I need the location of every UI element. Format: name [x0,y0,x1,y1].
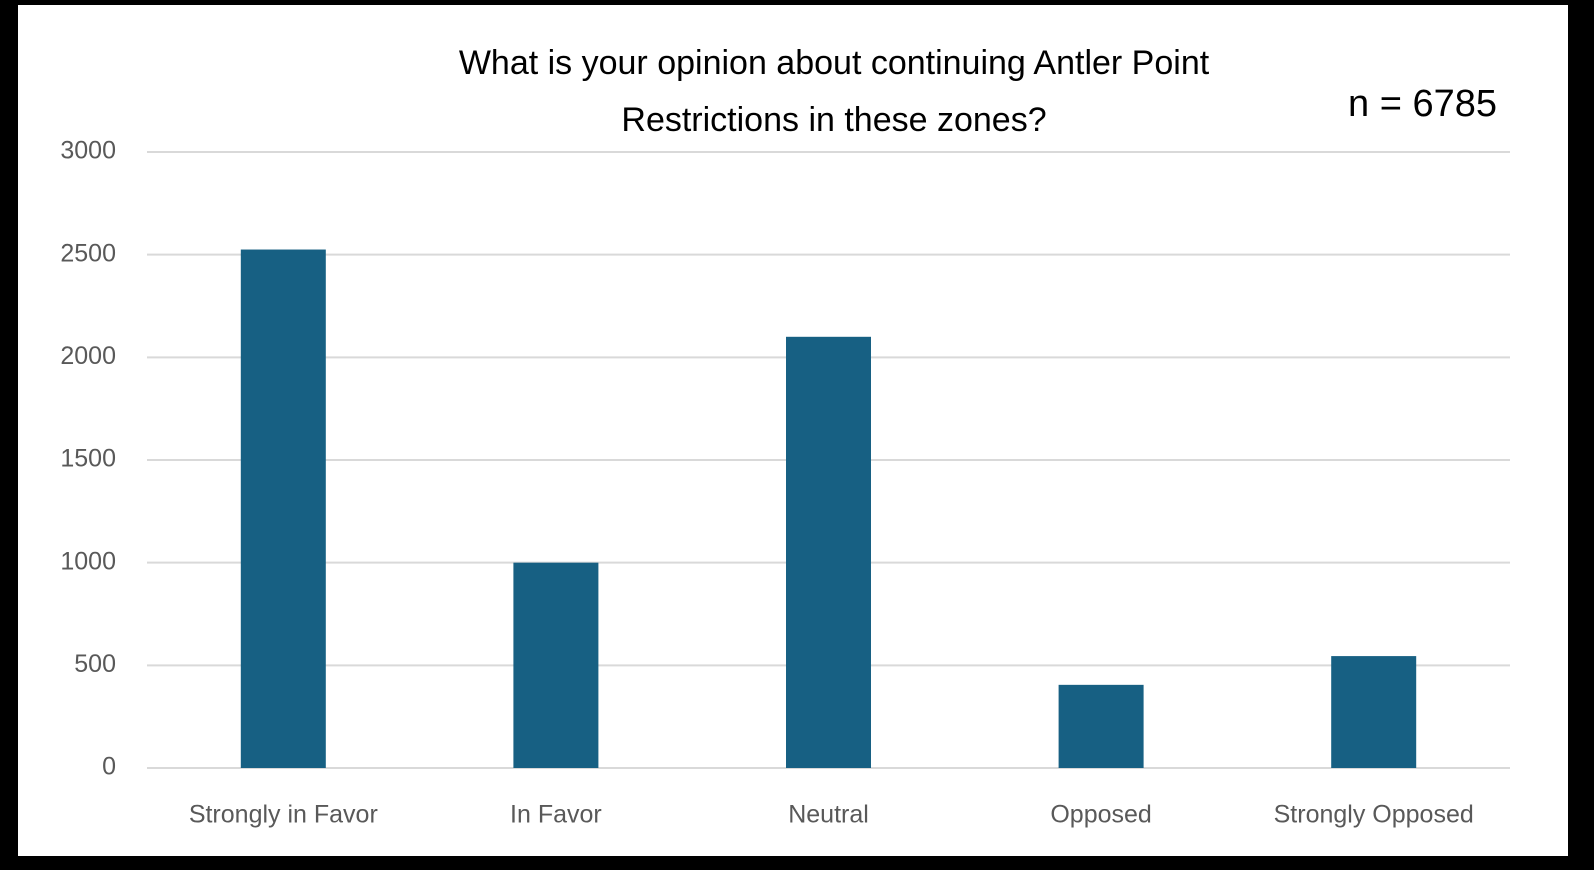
x-tick-label: In Favor [510,801,602,829]
y-tick-label: 2000 [60,342,116,370]
y-tick-label: 1500 [60,445,116,473]
bar [1058,684,1144,768]
chart: 0 500 1000 1500 2000 2500 3000 Strongly in Favo… [60,137,1510,829]
bar [513,562,599,768]
bar [240,249,326,769]
y-tick-label: 1000 [60,547,116,575]
x-tick-label: Strongly Opposed [1274,801,1474,829]
x-tick-label: Neutral [788,801,869,829]
bar [786,336,871,768]
y-tick-label: 0 [102,753,116,781]
y-tick-label: 3000 [60,137,116,165]
y-tick-label: 500 [74,650,116,678]
chart-title: What is your opinion about continuing An… [458,44,1210,139]
bar [1331,656,1417,768]
annotation: n = 6785 [1348,83,1497,125]
x-tick-label: Opposed [1050,801,1151,829]
y-tick-label: 2500 [60,239,116,267]
x-tick-label: Strongly in Favor [189,801,378,829]
chart-area: 0 500 1000 1500 2000 2500 3000 Strongly in Favo… [18,5,1568,856]
